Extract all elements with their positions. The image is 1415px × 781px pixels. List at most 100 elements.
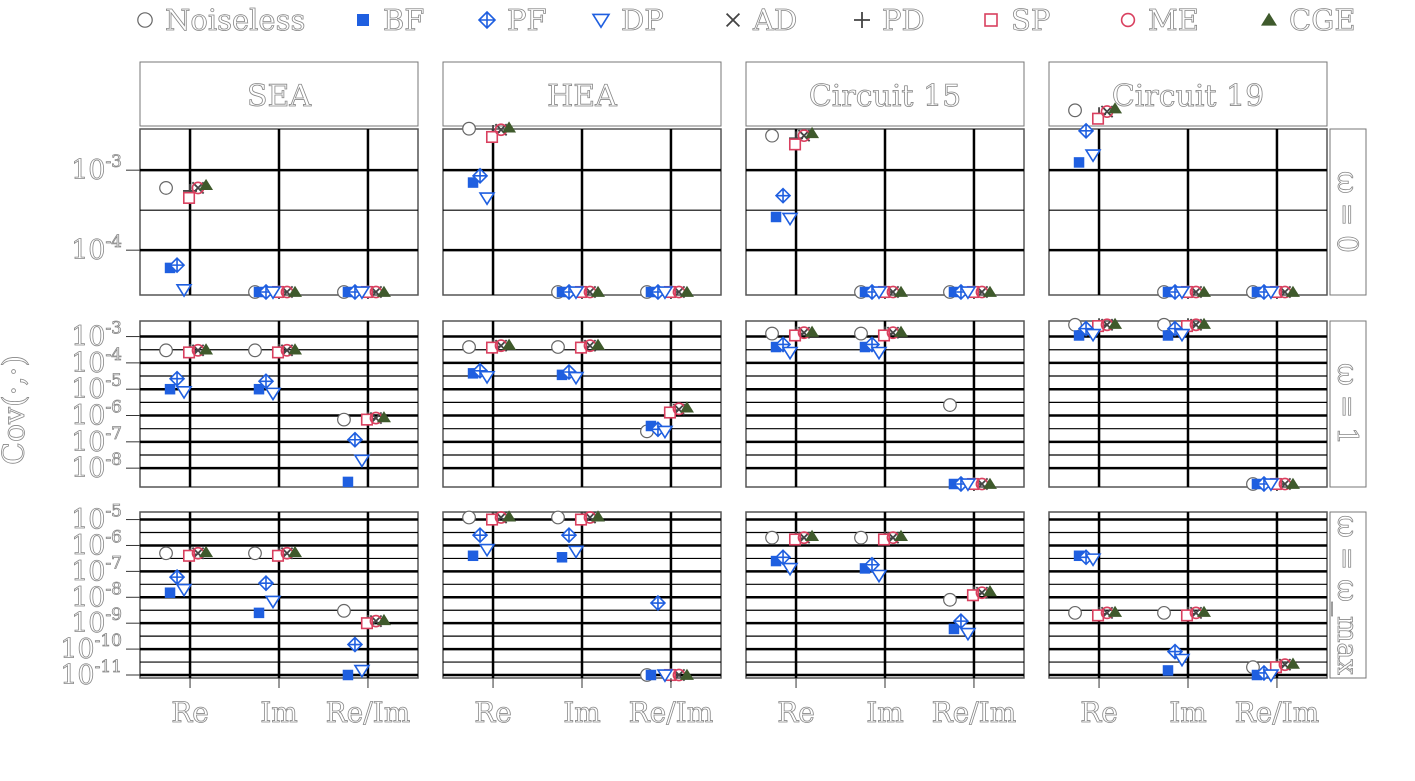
marker-noiseless bbox=[551, 510, 565, 525]
marker-cge bbox=[805, 126, 820, 139]
marker-cge bbox=[1197, 285, 1211, 297]
marker-bf bbox=[770, 211, 782, 223]
panel-circuit-15-row-2 bbox=[745, 320, 1025, 493]
legend-item-pf: PF bbox=[477, 3, 547, 37]
marker-noiseless bbox=[462, 121, 476, 136]
y-tick-label: 10-6 bbox=[71, 527, 122, 561]
marker-cge bbox=[1108, 102, 1123, 114]
marker-cge bbox=[1285, 285, 1300, 297]
legend-item-pd: PD bbox=[854, 3, 925, 37]
marker-cge bbox=[1285, 477, 1300, 489]
marker-sp bbox=[1180, 609, 1194, 622]
marker-bf bbox=[253, 383, 265, 395]
marker-bf bbox=[645, 669, 657, 681]
legend-item-cge: CGE bbox=[1261, 3, 1356, 37]
marker-pf bbox=[1077, 122, 1095, 139]
marker-pf bbox=[257, 373, 275, 390]
y-axis-row-2: 10-310-410-510-610-710-8 bbox=[71, 318, 140, 485]
y-axis-label: Cov(·,·) bbox=[0, 355, 32, 465]
marker-cge bbox=[1261, 12, 1277, 26]
panel-hea-row-1 bbox=[442, 121, 722, 301]
marker-cge bbox=[679, 401, 694, 413]
x-axis-hea: Re Im Re/Im bbox=[474, 678, 714, 729]
legend-label: PD bbox=[882, 3, 925, 37]
marker-dp bbox=[1173, 653, 1191, 668]
marker-dp bbox=[567, 545, 585, 560]
marker-cge bbox=[805, 325, 820, 337]
strip-label: Circuit 15 bbox=[809, 79, 961, 114]
marker-noiseless bbox=[337, 603, 351, 618]
marker-sp bbox=[788, 533, 802, 546]
marker-dp bbox=[959, 478, 977, 492]
marker-bf bbox=[859, 563, 871, 574]
panel-hea-row-3 bbox=[442, 510, 722, 683]
marker-cge bbox=[591, 285, 605, 297]
y-tick-label: 10-5 bbox=[71, 502, 122, 536]
marker-bf bbox=[357, 14, 369, 26]
marker-cge bbox=[591, 338, 605, 350]
marker-bf bbox=[467, 368, 479, 379]
marker-cge bbox=[982, 585, 997, 597]
x-tick-label: Im bbox=[563, 696, 601, 729]
marker-noiseless bbox=[248, 546, 262, 561]
marker-cge bbox=[502, 338, 517, 350]
marker-cge bbox=[679, 668, 694, 680]
marker-dp bbox=[478, 543, 496, 558]
x-tick-label: Re/Im bbox=[629, 696, 714, 729]
y-tick-label: 10-7 bbox=[71, 553, 122, 587]
marker-noiseless bbox=[943, 398, 957, 412]
marker-noiseless bbox=[337, 412, 351, 427]
panel-hea-row-2 bbox=[442, 320, 722, 488]
panel-circuit-15-row-1 bbox=[745, 126, 1025, 301]
marker-dp bbox=[353, 454, 371, 469]
row-strip-3: ω = ω_max bbox=[1329, 511, 1367, 679]
marker-bf bbox=[859, 341, 871, 353]
x-axis-circuit-19: Re Im Re/Im bbox=[1080, 678, 1320, 729]
marker-noiseless bbox=[551, 340, 565, 354]
marker-sp bbox=[877, 533, 891, 546]
marker-sp bbox=[984, 13, 998, 27]
marker-sp bbox=[360, 413, 374, 426]
marker-noiseless bbox=[159, 181, 173, 195]
marker-dp bbox=[567, 371, 585, 386]
row-strip-1: ω = 0 bbox=[1329, 128, 1367, 296]
y-tick-label: 10-6 bbox=[71, 398, 122, 432]
marker-dp bbox=[870, 286, 888, 300]
legend-item-sp: SP bbox=[984, 3, 1051, 37]
marker-sp bbox=[574, 341, 588, 354]
marker-noiseless bbox=[462, 510, 476, 525]
marker-dp bbox=[591, 13, 611, 29]
x-tick-label: Im bbox=[260, 696, 298, 729]
row-strip-label: ω = 1 bbox=[1331, 363, 1364, 445]
marker-sp bbox=[966, 589, 980, 602]
marker-sp bbox=[485, 130, 499, 144]
marker-cge bbox=[1197, 605, 1211, 617]
y-tick-label: 10-9 bbox=[71, 605, 122, 639]
marker-dp bbox=[567, 286, 585, 300]
marker-noiseless bbox=[765, 530, 779, 545]
marker-bf bbox=[1162, 330, 1174, 341]
marker-pf bbox=[471, 362, 489, 379]
marker-bf bbox=[645, 420, 657, 432]
marker-pf bbox=[471, 167, 489, 184]
row-strip-2: ω = 1 bbox=[1329, 320, 1367, 488]
marker-cge bbox=[894, 325, 908, 337]
x-axes: Re Im Re/Im Re Im Re/Im Re Im Re/Im Re Im Re/Im bbox=[171, 678, 1320, 729]
legend-label: SP bbox=[1011, 3, 1050, 37]
x-tick-label: Re/Im bbox=[1235, 696, 1320, 729]
marker-bf bbox=[770, 341, 782, 353]
y-tick-label: 10-11 bbox=[60, 657, 122, 691]
chart-panels bbox=[139, 102, 1328, 683]
x-axis-sea: Re Im Re/Im bbox=[171, 678, 411, 729]
legend-item-bf: BF bbox=[357, 3, 425, 37]
marker-cge bbox=[1108, 605, 1123, 617]
marker-bf bbox=[1073, 330, 1085, 341]
x-tick-label: Re/Im bbox=[326, 696, 411, 729]
marker-bf bbox=[342, 669, 354, 681]
x-tick-label: Re bbox=[1080, 696, 1118, 729]
marker-bf bbox=[164, 587, 176, 598]
x-tick-label: Re bbox=[171, 696, 209, 729]
legend-label: BF bbox=[383, 3, 424, 37]
marker-sp bbox=[182, 549, 196, 562]
